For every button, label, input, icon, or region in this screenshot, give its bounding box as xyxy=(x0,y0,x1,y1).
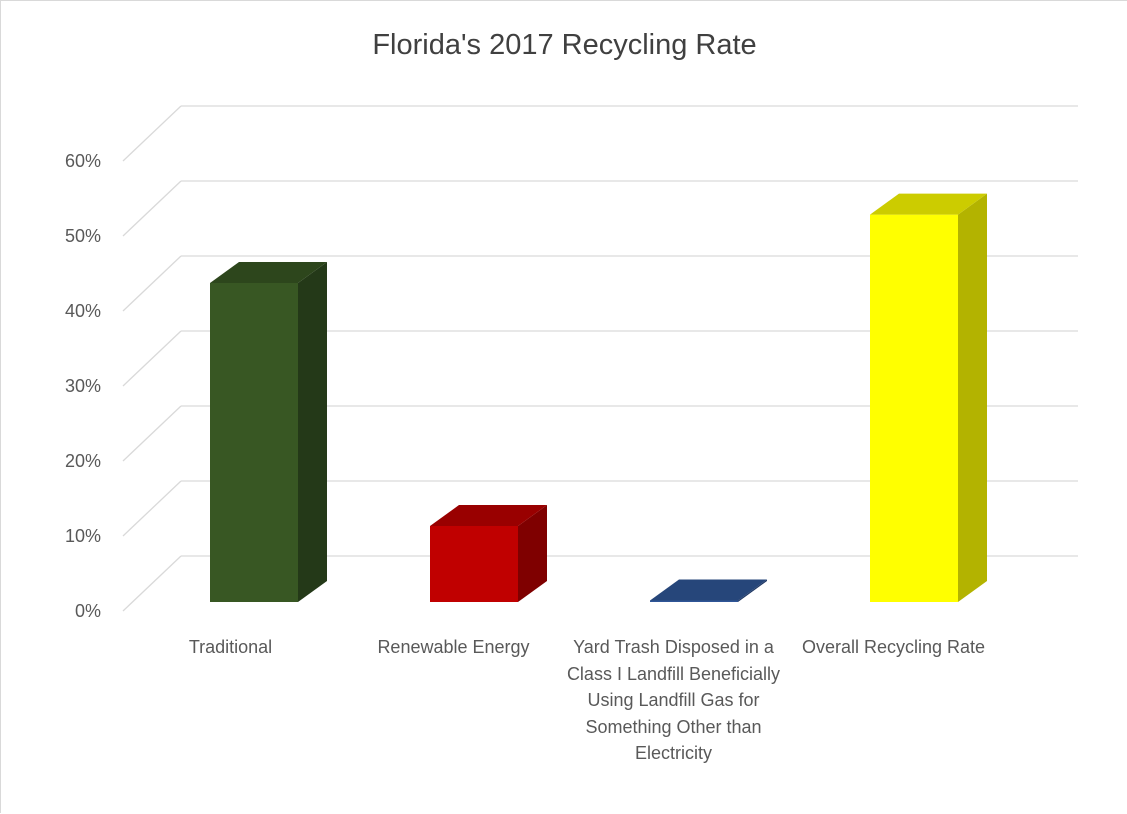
y-tick-label: 20% xyxy=(65,451,101,471)
bars-layer xyxy=(210,193,987,602)
bar-2 xyxy=(430,505,547,602)
bar-4 xyxy=(870,193,987,602)
y-tick-label: 30% xyxy=(65,376,101,396)
gridline-slant xyxy=(122,405,182,462)
bar-side xyxy=(298,262,327,602)
y-axis-ticks: 0% 10% 20% 30% 40% 50% 60% xyxy=(65,151,101,621)
bar-front xyxy=(430,526,518,602)
y-tick-label: 60% xyxy=(65,151,101,171)
gridline-slant xyxy=(122,255,182,312)
y-tick-label: 0% xyxy=(75,601,101,621)
bar-top xyxy=(870,193,987,215)
x-category-label: Renewable Energy xyxy=(377,637,530,657)
x-category-label: Yard Trash Disposed in a Class I Landfil… xyxy=(566,637,781,763)
bar-side xyxy=(738,579,767,602)
gridline-slant xyxy=(122,330,182,387)
bar-side xyxy=(958,193,987,602)
bar-front xyxy=(650,600,738,602)
gridline-slant xyxy=(122,180,182,237)
bar-1 xyxy=(210,262,327,602)
chart-title: Florida's 2017 Recycling Rate xyxy=(372,29,757,61)
bar-side xyxy=(518,505,547,602)
y-tick-label: 40% xyxy=(65,301,101,321)
y-tick-label: 10% xyxy=(65,526,101,546)
bar-front xyxy=(870,214,958,602)
gridline-slant xyxy=(122,105,182,162)
x-category-label: Traditional xyxy=(188,637,273,657)
bar-front xyxy=(210,283,298,602)
bar-top xyxy=(210,262,327,283)
gridline-slant xyxy=(122,480,182,537)
bar-top xyxy=(650,579,767,601)
bar-top xyxy=(430,505,547,527)
y-tick-label: 50% xyxy=(65,226,101,246)
gridline-slant xyxy=(122,555,182,612)
x-category-label: Overall Recycling Rate xyxy=(801,637,986,657)
bar-3 xyxy=(650,579,767,602)
